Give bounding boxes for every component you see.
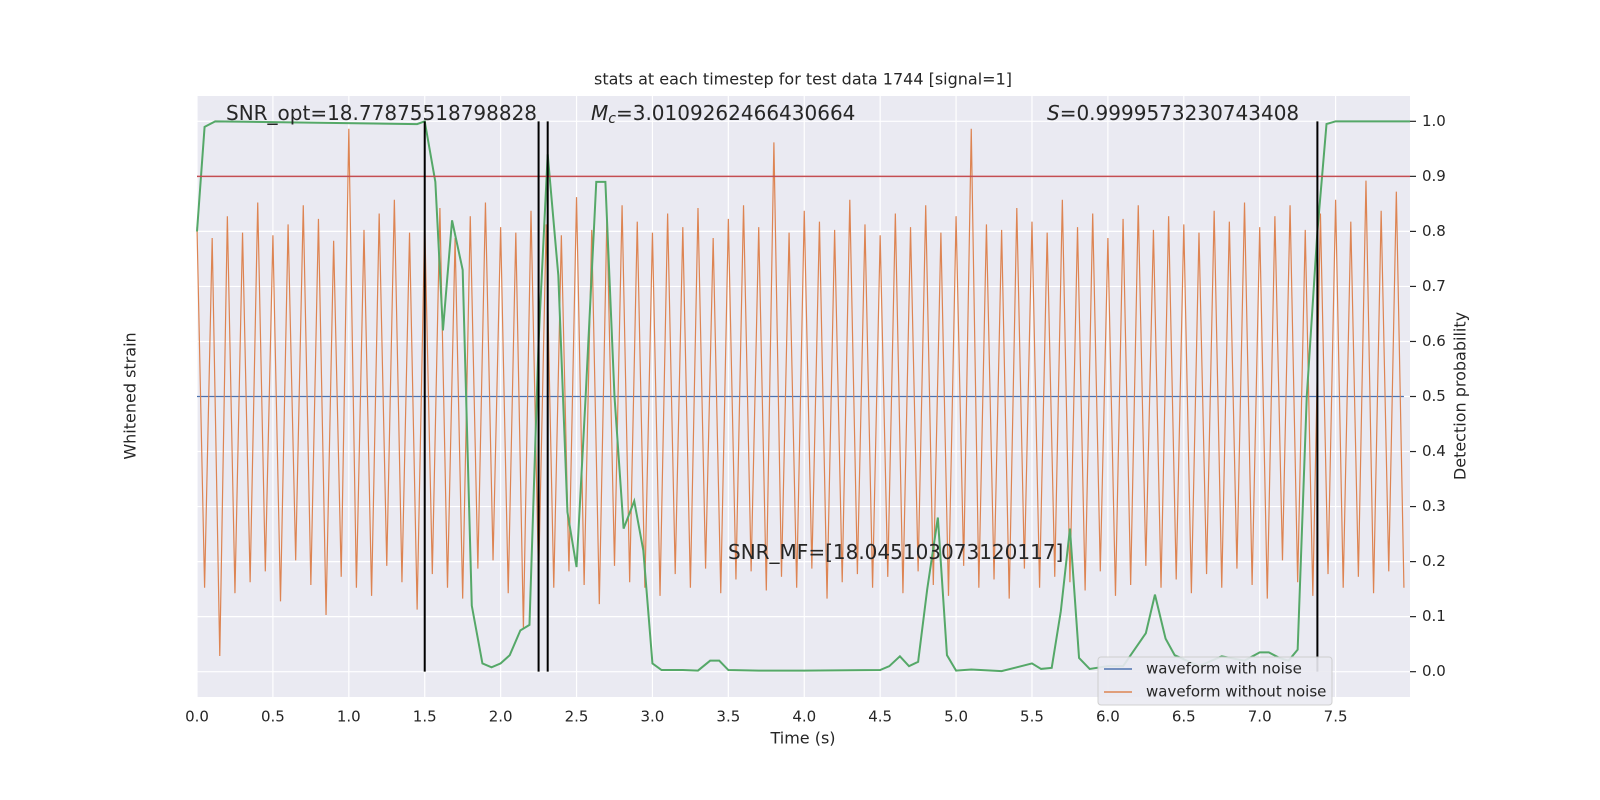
x-tick-label: 5.5 (1020, 708, 1044, 726)
x-tick-label: 3.0 (641, 708, 665, 726)
annotation: S=0.9999573230743408 (1047, 101, 1299, 125)
annotation-part: =0.9999573230743408 (1060, 101, 1299, 125)
annotation-part: S (1047, 101, 1060, 125)
y2-tick-label: 0.2 (1422, 552, 1446, 570)
x-tick-label: 2.0 (489, 708, 513, 726)
annotation-part: SNR_opt=18.77875518798828 (226, 101, 537, 125)
y-axis-label: Whitened strain (121, 332, 140, 459)
y2-axis-label: Detection probability (1451, 312, 1470, 480)
x-tick-label: 6.5 (1172, 708, 1196, 726)
x-tick-label: 7.5 (1324, 708, 1348, 726)
series-line (196, 128, 1405, 657)
y2-tick-label: 1.0 (1422, 112, 1446, 130)
y2-tick-label: 0.9 (1422, 167, 1446, 185)
y2-tick-label: 0.5 (1422, 387, 1446, 405)
annotation-part: =3.0109262466430664 (616, 101, 855, 125)
y2-tick-label: 0.8 (1422, 222, 1446, 240)
x-axis-label: Time (s) (769, 729, 835, 748)
chart-title: stats at each timestep for test data 174… (594, 70, 1012, 89)
y2-tick-label: 0.4 (1422, 442, 1446, 460)
y2-tick-label: 0.1 (1422, 607, 1446, 625)
x-tick-label: 4.5 (868, 708, 892, 726)
legend-label: waveform with noise (1146, 660, 1302, 678)
legend-label: waveform without noise (1146, 683, 1326, 701)
y2-tick-label: 0.7 (1422, 277, 1446, 295)
x-tick-label: 7.0 (1248, 708, 1272, 726)
x-tick-label: 2.5 (565, 708, 589, 726)
y2-tick-label: 0.0 (1422, 662, 1446, 680)
annotation-part: c (608, 111, 616, 127)
y2-tick-label: 0.6 (1422, 332, 1446, 350)
x-tick-label: 6.0 (1096, 708, 1120, 726)
legend-box (1097, 656, 1333, 706)
x-tick-label: 0.0 (185, 708, 209, 726)
x-tick-label: 0.5 (261, 708, 285, 726)
x-tick-label: 4.0 (792, 708, 816, 726)
annotation-part: SNR_MF=[18.045103073120117] (728, 540, 1063, 564)
annotation: Mc=3.0109262466430664 (591, 101, 855, 128)
x-tick-label: 5.0 (944, 708, 968, 726)
annotation-part: M (591, 101, 608, 125)
y2-tick-label: 0.3 (1422, 497, 1446, 515)
annotation: SNR_opt=18.77875518798828 (226, 101, 537, 125)
x-tick-label: 3.5 (716, 708, 740, 726)
x-tick-label: 1.5 (413, 708, 437, 726)
x-tick-label: 1.0 (337, 708, 361, 726)
annotation: SNR_MF=[18.045103073120117] (728, 540, 1063, 564)
